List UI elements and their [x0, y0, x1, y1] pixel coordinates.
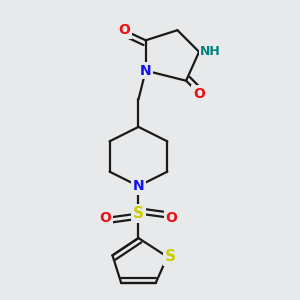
Text: N: N	[133, 179, 144, 193]
Text: O: O	[193, 87, 205, 101]
Text: S: S	[133, 206, 144, 221]
Text: O: O	[118, 23, 130, 37]
Text: NH: NH	[200, 45, 221, 58]
Text: N: N	[140, 64, 152, 78]
Text: S: S	[165, 249, 176, 264]
Text: O: O	[166, 211, 178, 225]
Text: O: O	[99, 211, 111, 225]
